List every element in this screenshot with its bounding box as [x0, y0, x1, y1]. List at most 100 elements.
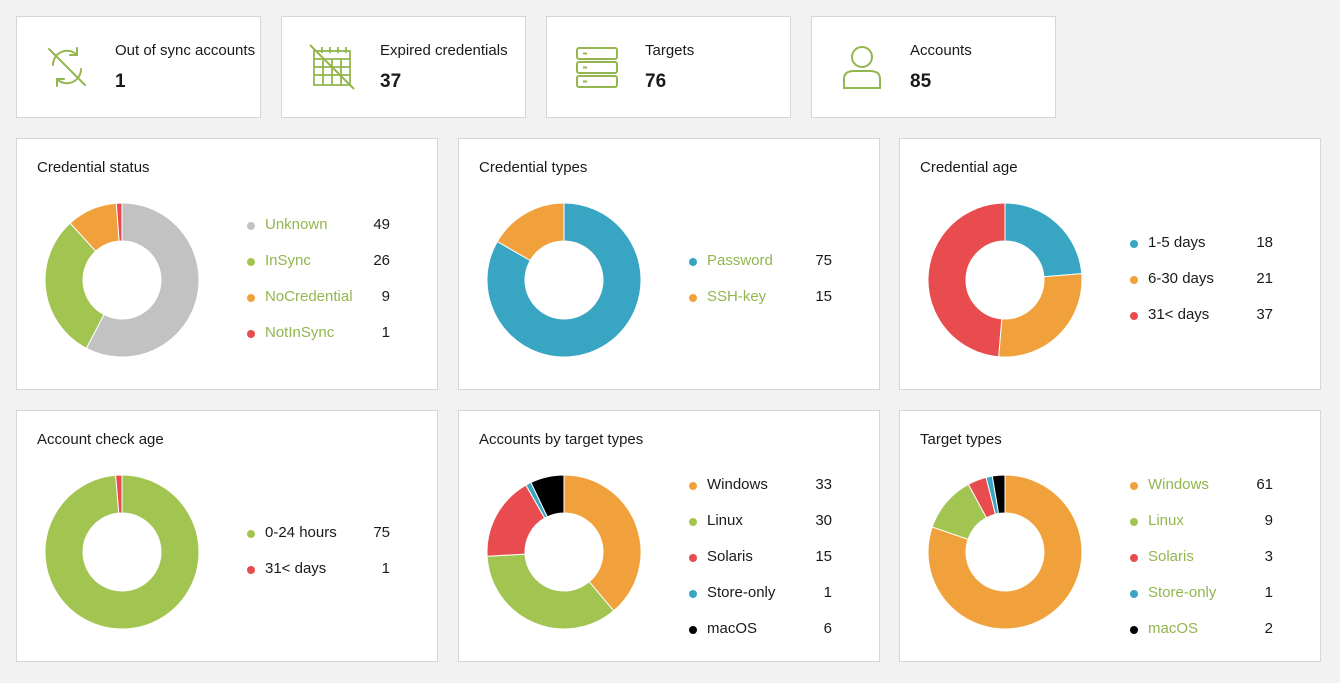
- chart-legend: 1-5 days 18 6-30 days 21 31< days 37: [1128, 234, 1273, 342]
- stat-card-expired-credentials[interactable]: Expired credentials 37: [281, 16, 526, 118]
- legend-item-solaris[interactable]: Solaris 3: [1128, 548, 1273, 584]
- card-title: Accounts by target types: [479, 431, 644, 448]
- legend-label: Linux: [707, 512, 743, 529]
- legend-item-windows[interactable]: Windows 61: [1128, 476, 1273, 512]
- legend-item-31-days: 31< days 37: [1128, 306, 1273, 342]
- slice-31-days[interactable]: [927, 202, 1006, 358]
- legend-item-store-only: Store-only 1: [687, 584, 832, 620]
- legend-item-unknown[interactable]: Unknown 49: [245, 216, 390, 252]
- stat-value: 1: [115, 71, 126, 92]
- legend-dot: [1130, 240, 1138, 248]
- legend-item-windows: Windows 33: [687, 476, 832, 512]
- legend-count: 9: [381, 288, 390, 305]
- chart-legend: 0-24 hours 75 31< days 1: [245, 524, 390, 596]
- legend-item-insync[interactable]: InSync 26: [245, 252, 390, 288]
- legend-dot: [1130, 626, 1138, 634]
- legend-item-31-days: 31< days 1: [245, 560, 390, 596]
- legend-label: Windows: [707, 476, 768, 493]
- card-title: Credential types: [479, 159, 588, 176]
- legend-dot: [689, 626, 697, 634]
- sync-off-icon: [48, 47, 86, 87]
- legend-count: 26: [373, 252, 390, 269]
- legend-label[interactable]: Password: [707, 252, 773, 269]
- card-credential-age: Credential age 1-5 days 18 6-30 days 21 31< …: [899, 138, 1321, 390]
- legend-count: 21: [1256, 270, 1273, 287]
- legend-label: 31< days: [1148, 306, 1210, 323]
- slice-windows[interactable]: [927, 474, 1083, 630]
- legend-item-nocredential[interactable]: NoCredential 9: [245, 288, 390, 324]
- legend-dot: [689, 258, 697, 266]
- legend-dot: [689, 518, 697, 526]
- slice-password[interactable]: [486, 202, 642, 358]
- chart-legend: Windows 61 Linux 9 Solaris 3 Store-only 1 macOS 2: [1128, 476, 1273, 656]
- legend-dot: [1130, 276, 1138, 284]
- legend-label: 6-30 days: [1148, 270, 1214, 287]
- legend-label[interactable]: Linux: [1148, 512, 1184, 529]
- legend-dot: [689, 294, 697, 302]
- legend-dot: [689, 482, 697, 490]
- slice-1-5-days[interactable]: [1004, 202, 1083, 278]
- legend-item-notinsync[interactable]: NotInSync 1: [245, 324, 390, 360]
- legend-count: 9: [1264, 512, 1273, 529]
- slice-notinsync[interactable]: [115, 202, 123, 242]
- legend-count: 75: [373, 524, 390, 541]
- legend-label[interactable]: NoCredential: [265, 288, 353, 305]
- legend-label[interactable]: Store-only: [1148, 584, 1217, 601]
- legend-item-ssh-key[interactable]: SSH-key 15: [687, 288, 832, 324]
- slice-macos[interactable]: [991, 474, 1006, 515]
- slice-insync[interactable]: [44, 222, 105, 349]
- legend-item-linux[interactable]: Linux 9: [1128, 512, 1273, 548]
- card-title: Account check age: [37, 431, 164, 448]
- stat-label: Out of sync accounts: [115, 42, 256, 59]
- donut-chart: [486, 202, 642, 358]
- legend-label[interactable]: InSync: [265, 252, 311, 269]
- slice-6-30-days[interactable]: [998, 273, 1083, 358]
- legend-dot: [247, 222, 255, 230]
- legend-label: macOS: [707, 620, 758, 637]
- stat-label: Accounts: [910, 42, 972, 59]
- legend-label[interactable]: Windows: [1148, 476, 1209, 493]
- card-title: Target types: [920, 431, 1002, 448]
- legend-item-linux: Linux 30: [687, 512, 832, 548]
- legend-label[interactable]: Solaris: [1148, 548, 1194, 565]
- server-stack-icon: [576, 47, 618, 88]
- card-credential-types: Credential types Password 75 SSH-key 15: [458, 138, 880, 390]
- stat-value: 76: [645, 71, 667, 92]
- legend-dot: [1130, 482, 1138, 490]
- legend-label[interactable]: NotInSync: [265, 324, 335, 341]
- legend-item-macos[interactable]: macOS 2: [1128, 620, 1273, 656]
- stat-card-accounts[interactable]: Accounts 85: [811, 16, 1056, 118]
- chart-legend: Windows 33 Linux 30 Solaris 15 Store-only 1 macO…: [687, 476, 832, 656]
- slice-ssh-key[interactable]: [496, 202, 565, 262]
- stat-card-out-of-sync[interactable]: Out of sync accounts 1: [16, 16, 261, 118]
- slice-windows[interactable]: [563, 474, 642, 612]
- legend-label[interactable]: SSH-key: [707, 288, 767, 305]
- legend-label[interactable]: macOS: [1148, 620, 1199, 637]
- legend-item-solaris: Solaris 15: [687, 548, 832, 584]
- stat-card-targets[interactable]: Targets 76: [546, 16, 791, 118]
- legend-count: 1: [381, 560, 390, 577]
- legend-item-password[interactable]: Password 75: [687, 252, 832, 288]
- legend-dot: [1130, 590, 1138, 598]
- legend-count: 1: [1264, 584, 1273, 601]
- legend-label: 0-24 hours: [265, 524, 337, 541]
- legend-item-1-5-days: 1-5 days 18: [1128, 234, 1273, 270]
- donut-chart: [44, 202, 200, 358]
- legend-label: 1-5 days: [1148, 234, 1206, 251]
- legend-label[interactable]: Unknown: [265, 216, 328, 233]
- card-accounts-by-target-types: Accounts by target types Windows 33 Linux 3…: [458, 410, 880, 662]
- legend-label: Store-only: [707, 584, 776, 601]
- legend-dot: [689, 554, 697, 562]
- stat-label: Targets: [645, 42, 695, 59]
- legend-count: 49: [373, 216, 390, 233]
- slice-macos[interactable]: [530, 474, 565, 518]
- legend-count: 2: [1264, 620, 1273, 637]
- legend-item-6-30-days: 6-30 days 21: [1128, 270, 1273, 306]
- slice-0-24-hours[interactable]: [44, 474, 200, 630]
- legend-dot: [247, 294, 255, 302]
- slice-31-days[interactable]: [115, 474, 123, 514]
- slice-linux[interactable]: [486, 553, 615, 630]
- legend-count: 18: [1256, 234, 1273, 251]
- legend-item-store-only[interactable]: Store-only 1: [1128, 584, 1273, 620]
- slice-unknown[interactable]: [85, 202, 200, 358]
